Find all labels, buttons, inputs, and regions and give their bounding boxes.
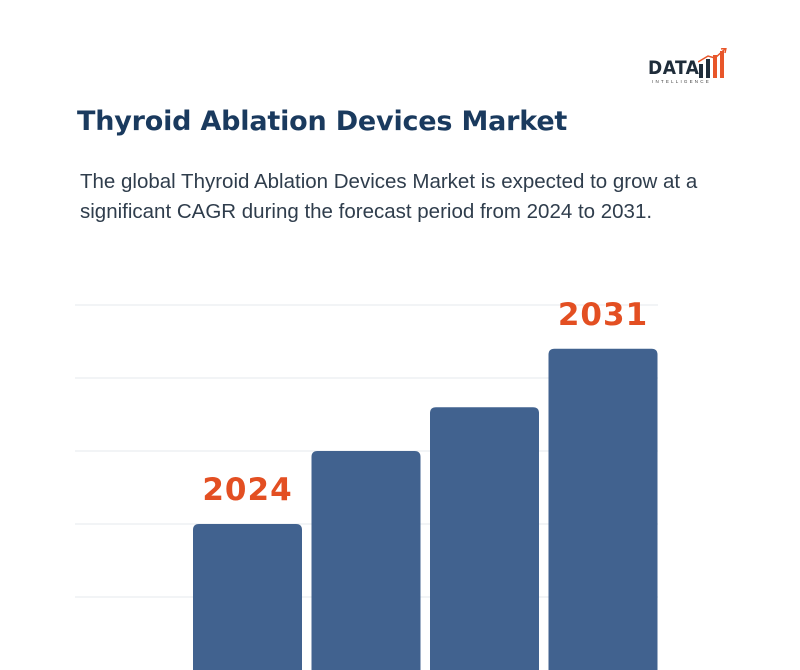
- bar-year-label: 2024: [202, 472, 292, 508]
- bar: [430, 407, 539, 670]
- market-description: The global Thyroid Ablation Devices Mark…: [80, 170, 698, 223]
- logo-subtext: INTELLIGENCE: [652, 79, 711, 84]
- bar: [311, 451, 421, 670]
- logo-text: DATA: [648, 57, 700, 79]
- bar: [193, 524, 302, 670]
- logo-bars-icon: [698, 48, 727, 78]
- data-intelligence-logo: DATA INTELLIGENCE: [648, 48, 730, 86]
- page-title: Thyroid Ablation Devices Market: [77, 106, 568, 137]
- bar-year-label: 2031: [558, 297, 648, 333]
- bar: [548, 348, 658, 670]
